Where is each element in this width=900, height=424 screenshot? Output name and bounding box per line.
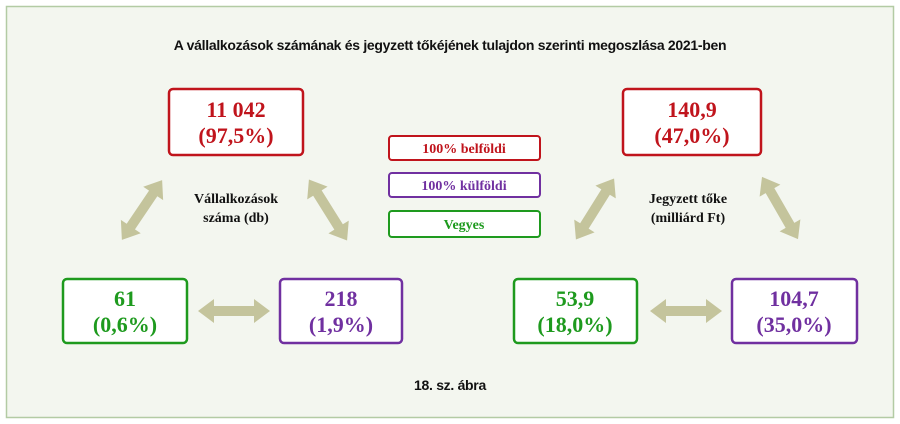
share: (97,5%) [198,123,273,148]
legend-label: Vegyes [444,218,485,233]
value: 140,9 [667,97,717,122]
group-label: Jegyzett tőke [649,192,727,207]
value: 61 [114,286,136,311]
value: 104,7 [769,286,819,311]
box-domestic [167,87,305,157]
box-foreign [730,277,859,345]
share: (18,0%) [537,312,612,337]
group-label: száma (db) [203,211,269,226]
share: (0,6%) [93,312,157,337]
legend-label: 100% külföldi [421,179,506,194]
group-label: Vállalkozások [194,192,278,207]
value: 11 042 [206,97,265,122]
legend-foreign [388,172,541,198]
box-foreign [278,277,404,345]
value: 53,9 [556,286,595,311]
group-label: (milliárd Ft) [651,211,726,226]
share: (47,0%) [654,123,729,148]
share: (35,0%) [756,312,831,337]
share: (1,9%) [309,312,373,337]
legend-domestic [388,135,541,161]
title: A vállalkozások számának és jegyzett tők… [174,37,726,53]
box-mixed [512,277,639,345]
box-domestic [621,87,763,157]
box-mixed [61,277,189,345]
value: 218 [325,286,358,311]
legend-mixed [388,210,541,238]
caption: 18. sz. ábra [414,377,486,393]
legend-label: 100% belföldi [422,142,506,157]
